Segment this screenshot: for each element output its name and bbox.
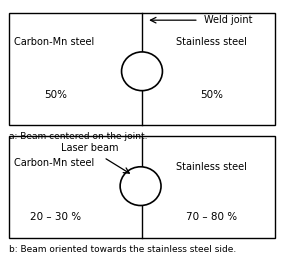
Text: b: Beam oriented towards the stainless steel side.: b: Beam oriented towards the stainless s… — [9, 245, 236, 254]
Circle shape — [120, 167, 161, 206]
Text: Weld joint: Weld joint — [204, 15, 253, 25]
Bar — [9, 136, 275, 238]
Text: 50%: 50% — [44, 90, 67, 101]
Text: Stainless steel: Stainless steel — [176, 37, 247, 47]
Text: Stainless steel: Stainless steel — [176, 162, 247, 172]
Bar — [9, 13, 275, 125]
Text: 20 – 30 %: 20 – 30 % — [30, 211, 81, 222]
Text: Carbon-Mn steel: Carbon-Mn steel — [14, 158, 94, 168]
Text: Carbon-Mn steel: Carbon-Mn steel — [14, 37, 94, 47]
Text: 50%: 50% — [200, 90, 223, 101]
Text: a: Beam centered on the joint.: a: Beam centered on the joint. — [9, 132, 147, 141]
Text: Laser beam: Laser beam — [61, 143, 118, 154]
Text: 70 – 80 %: 70 – 80 % — [186, 211, 237, 222]
Circle shape — [122, 52, 162, 91]
